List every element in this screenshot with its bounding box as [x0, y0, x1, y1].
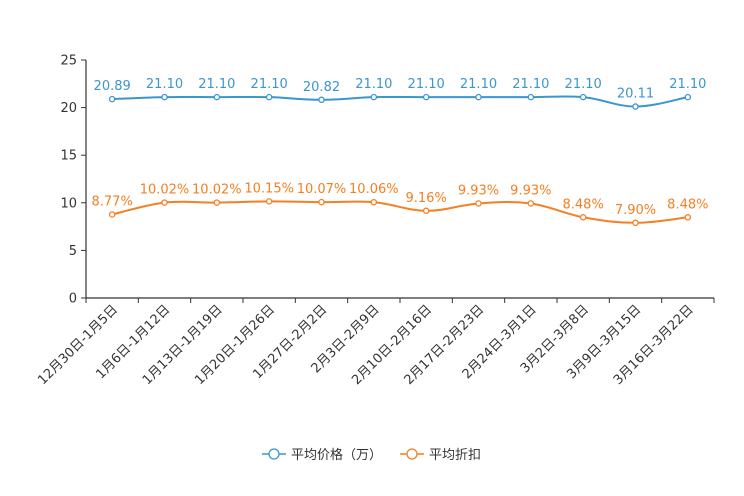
data-label: 21.10: [565, 77, 602, 92]
data-point[interactable]: [108, 95, 116, 103]
data-point[interactable]: [422, 207, 430, 215]
data-label: 10.02%: [140, 183, 190, 198]
data-label: 21.10: [512, 77, 549, 92]
data-label: 8.48%: [563, 197, 604, 212]
legend[interactable]: 平均价格（万） 平均折扣: [262, 447, 481, 463]
data-label: 21.10: [198, 77, 235, 92]
data-point[interactable]: [161, 199, 168, 206]
data-point[interactable]: [161, 93, 168, 101]
data-label: 21.10: [355, 77, 392, 92]
data-point[interactable]: [265, 93, 273, 101]
data-point[interactable]: [318, 198, 325, 206]
data-label: 9.16%: [406, 191, 447, 206]
series-line-0: [112, 95, 689, 108]
data-label: 20.11: [617, 87, 654, 102]
data-label: 21.10: [146, 77, 183, 92]
data-label: 8.48%: [667, 197, 708, 212]
data-label: 9.93%: [458, 183, 499, 198]
y-tick-label: 25: [60, 54, 77, 69]
legend-label: 平均折扣: [429, 448, 481, 463]
data-label: 10.06%: [349, 182, 399, 197]
data-label: 7.90%: [615, 203, 656, 218]
data-point[interactable]: [265, 198, 273, 205]
y-tick-label: 10: [60, 196, 77, 211]
data-label: 8.77%: [92, 195, 133, 210]
data-point[interactable]: [318, 96, 325, 104]
y-tick-label: 15: [60, 149, 77, 164]
data-point[interactable]: [632, 103, 639, 110]
legend-item-0[interactable]: 平均价格（万）: [262, 447, 382, 463]
series-line-1: [111, 200, 688, 224]
data-label: 20.82: [303, 80, 340, 95]
legend-marker-icon: [406, 448, 418, 460]
data-label: 21.10: [408, 77, 445, 92]
legend-label: 平均价格（万）: [291, 447, 382, 463]
data-point[interactable]: [213, 199, 221, 206]
data-label: 21.10: [251, 77, 288, 92]
data-point[interactable]: [632, 219, 639, 227]
series-layer: [108, 93, 692, 227]
data-label: 10.07%: [297, 182, 347, 197]
data-point[interactable]: [108, 211, 116, 218]
data-point[interactable]: [422, 93, 430, 101]
data-point[interactable]: [370, 198, 378, 206]
data-point[interactable]: [579, 214, 587, 221]
data-label: 10.02%: [192, 183, 242, 198]
data-label: 9.93%: [510, 183, 551, 198]
data-point[interactable]: [475, 200, 482, 207]
data-point[interactable]: [684, 214, 692, 221]
data-label: 10.15%: [244, 181, 294, 196]
data-label: 21.10: [669, 77, 706, 92]
data-point[interactable]: [527, 200, 535, 207]
data-point[interactable]: [579, 93, 587, 101]
data-point[interactable]: [527, 93, 535, 101]
data-point[interactable]: [684, 93, 692, 101]
data-labels: 20.89 21.10 21.10 21.10 20.82 21.10 21.10 21.10…: [92, 77, 709, 218]
data-label: 21.10: [460, 77, 497, 92]
data-point[interactable]: [370, 93, 378, 101]
legend-item-1[interactable]: 平均折扣: [400, 448, 481, 463]
data-point[interactable]: [213, 93, 221, 101]
y-tick-label: 0: [69, 292, 77, 307]
legend-marker-icon: [268, 448, 280, 460]
data-label: 20.89: [94, 79, 131, 94]
y-tick-label: 5: [69, 244, 77, 259]
y-tick-label: 20: [60, 101, 77, 116]
data-point[interactable]: [475, 93, 482, 101]
